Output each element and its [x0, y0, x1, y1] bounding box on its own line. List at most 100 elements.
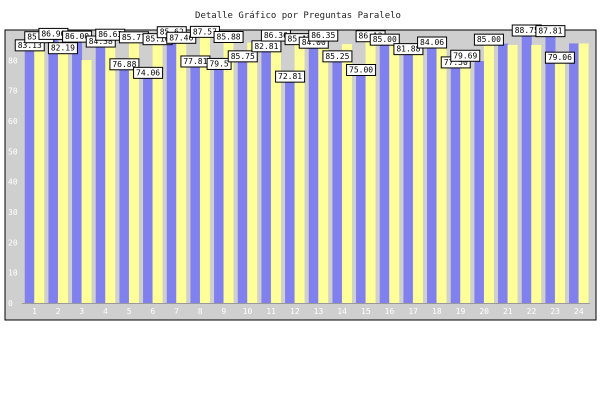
- svg-text:77.81: 77.81: [183, 57, 207, 66]
- data-labels: 83.1385.8186.9082.1986.0084.3886.6376.88…: [14, 24, 575, 83]
- bar-series-1-cat-24: [569, 43, 580, 304]
- data-label: 74.06: [133, 66, 164, 79]
- data-label: 72.81: [275, 70, 306, 83]
- bar-series-2-cat-4: [105, 39, 116, 304]
- svg-text:84.00: 84.00: [302, 38, 326, 47]
- svg-text:81.88: 81.88: [396, 45, 420, 54]
- x-tick-label: 5: [127, 307, 132, 316]
- bar-series-2-cat-3: [81, 60, 92, 304]
- bar-series-2-cat-18: [436, 44, 447, 304]
- x-tick-label: 21: [503, 307, 513, 316]
- bar-series-2-cat-8: [199, 37, 210, 304]
- x-tick-label: 6: [150, 307, 155, 316]
- svg-text:82.81: 82.81: [254, 42, 278, 51]
- x-tick-label: 16: [385, 307, 395, 316]
- bar-series-2-cat-5: [128, 42, 139, 304]
- y-tick-label: 60: [8, 117, 18, 126]
- x-tick-label: 11: [266, 307, 276, 316]
- y-tick-label: 80: [8, 56, 18, 65]
- data-label: 81.88: [393, 43, 424, 56]
- svg-text:85.00: 85.00: [477, 35, 501, 44]
- svg-text:85.77: 85.77: [122, 33, 146, 42]
- bar-series-2-cat-16: [389, 44, 400, 304]
- svg-text:79.06: 79.06: [548, 53, 572, 62]
- bar-series-2-cat-6: [152, 44, 163, 304]
- bar-series-2-cat-17: [412, 44, 423, 304]
- x-tick-label: 10: [243, 307, 253, 316]
- data-label: 85.00: [369, 33, 400, 46]
- data-label: 87.81: [535, 25, 566, 38]
- x-tick-label: 24: [574, 307, 584, 316]
- data-label: 85.75: [227, 50, 258, 63]
- bar-series-2-cat-20: [483, 44, 494, 304]
- x-tick-label: 4: [103, 307, 108, 316]
- x-tick-label: 20: [479, 307, 489, 316]
- x-tick-label: 23: [550, 307, 560, 316]
- svg-text:85.00: 85.00: [373, 35, 397, 44]
- svg-text:87.57: 87.57: [193, 27, 217, 36]
- svg-text:79.5: 79.5: [209, 59, 228, 68]
- svg-text:86.00: 86.00: [65, 32, 89, 41]
- bars: [22, 33, 590, 304]
- bar-series-2-cat-21: [507, 44, 518, 304]
- x-axis: 1 2 3 4 5 6 7 8 9 10 11 12 13 14 15 16 17 18 19 20 21 22 23 24: [32, 307, 584, 316]
- y-tick-label: 40: [8, 178, 18, 187]
- bar-series-1-cat-17: [403, 54, 414, 304]
- bar-series-2-cat-24: [578, 43, 589, 304]
- svg-text:86.35: 86.35: [311, 31, 335, 40]
- svg-text:72.81: 72.81: [278, 72, 302, 81]
- bar-series-1-cat-18: [427, 47, 438, 304]
- data-label: 86.35: [308, 29, 339, 42]
- bar-series-1-cat-10: [237, 61, 248, 304]
- bar-series-1-cat-13: [308, 47, 319, 304]
- svg-text:83.13: 83.13: [18, 41, 42, 50]
- svg-text:85.75: 85.75: [231, 52, 255, 61]
- svg-text:79.69: 79.69: [453, 51, 477, 60]
- x-tick-label: 1: [32, 307, 37, 316]
- bar-series-2-cat-1: [34, 42, 45, 304]
- bar-series-1-cat-1: [24, 50, 35, 304]
- x-tick-label: 17: [408, 307, 418, 316]
- x-tick-label: 12: [290, 307, 300, 316]
- svg-text:85.88: 85.88: [217, 32, 241, 41]
- bar-series-2-cat-19: [460, 61, 471, 304]
- y-axis: 0 10 20 30 40 50 60 70 80: [8, 56, 18, 308]
- data-label: 75.00: [346, 64, 377, 76]
- data-label: 82.81: [251, 40, 282, 53]
- bar-series-1-cat-14: [332, 61, 343, 304]
- x-tick-label: 7: [174, 307, 179, 316]
- bar-series-1-cat-8: [190, 66, 201, 304]
- svg-text:85.16: 85.16: [146, 35, 170, 44]
- data-label: 79.06: [544, 51, 575, 64]
- x-tick-label: 15: [361, 307, 371, 316]
- svg-text:77.50: 77.50: [444, 58, 468, 67]
- data-label: 85.25: [322, 50, 353, 63]
- x-tick-label: 14: [337, 307, 347, 316]
- bar-series-1-cat-20: [474, 61, 485, 304]
- x-tick-label: 9: [221, 307, 226, 316]
- bar-series-2-cat-7: [176, 43, 187, 304]
- bar-series-1-cat-7: [166, 37, 177, 304]
- data-label: 82.19: [47, 42, 78, 55]
- svg-text:87.46: 87.46: [169, 33, 193, 42]
- bar-series-1-cat-16: [379, 44, 390, 304]
- bar-series-2-cat-12: [294, 44, 305, 304]
- bar-series-1-cat-6: [143, 78, 154, 304]
- bar-series-2-cat-2: [57, 53, 68, 304]
- x-tick-label: 2: [56, 307, 61, 316]
- svg-text:84.06: 84.06: [420, 38, 444, 47]
- bar-series-1-cat-9: [214, 69, 225, 304]
- bar-series-2-cat-23: [554, 62, 565, 304]
- svg-text:86.36: 86.36: [264, 31, 288, 40]
- y-tick-label: 30: [8, 208, 18, 217]
- bar-series-1-cat-15: [356, 75, 367, 304]
- bar-series-2-cat-22: [531, 44, 542, 304]
- bar-series-1-cat-22: [521, 33, 532, 304]
- x-tick-label: 22: [527, 307, 537, 316]
- bar-series-1-cat-4: [95, 46, 106, 304]
- y-tick-label: 20: [8, 238, 18, 247]
- data-label: 85.00: [473, 33, 504, 46]
- data-label: 77.81: [180, 55, 211, 68]
- svg-text:86.90: 86.90: [41, 29, 65, 38]
